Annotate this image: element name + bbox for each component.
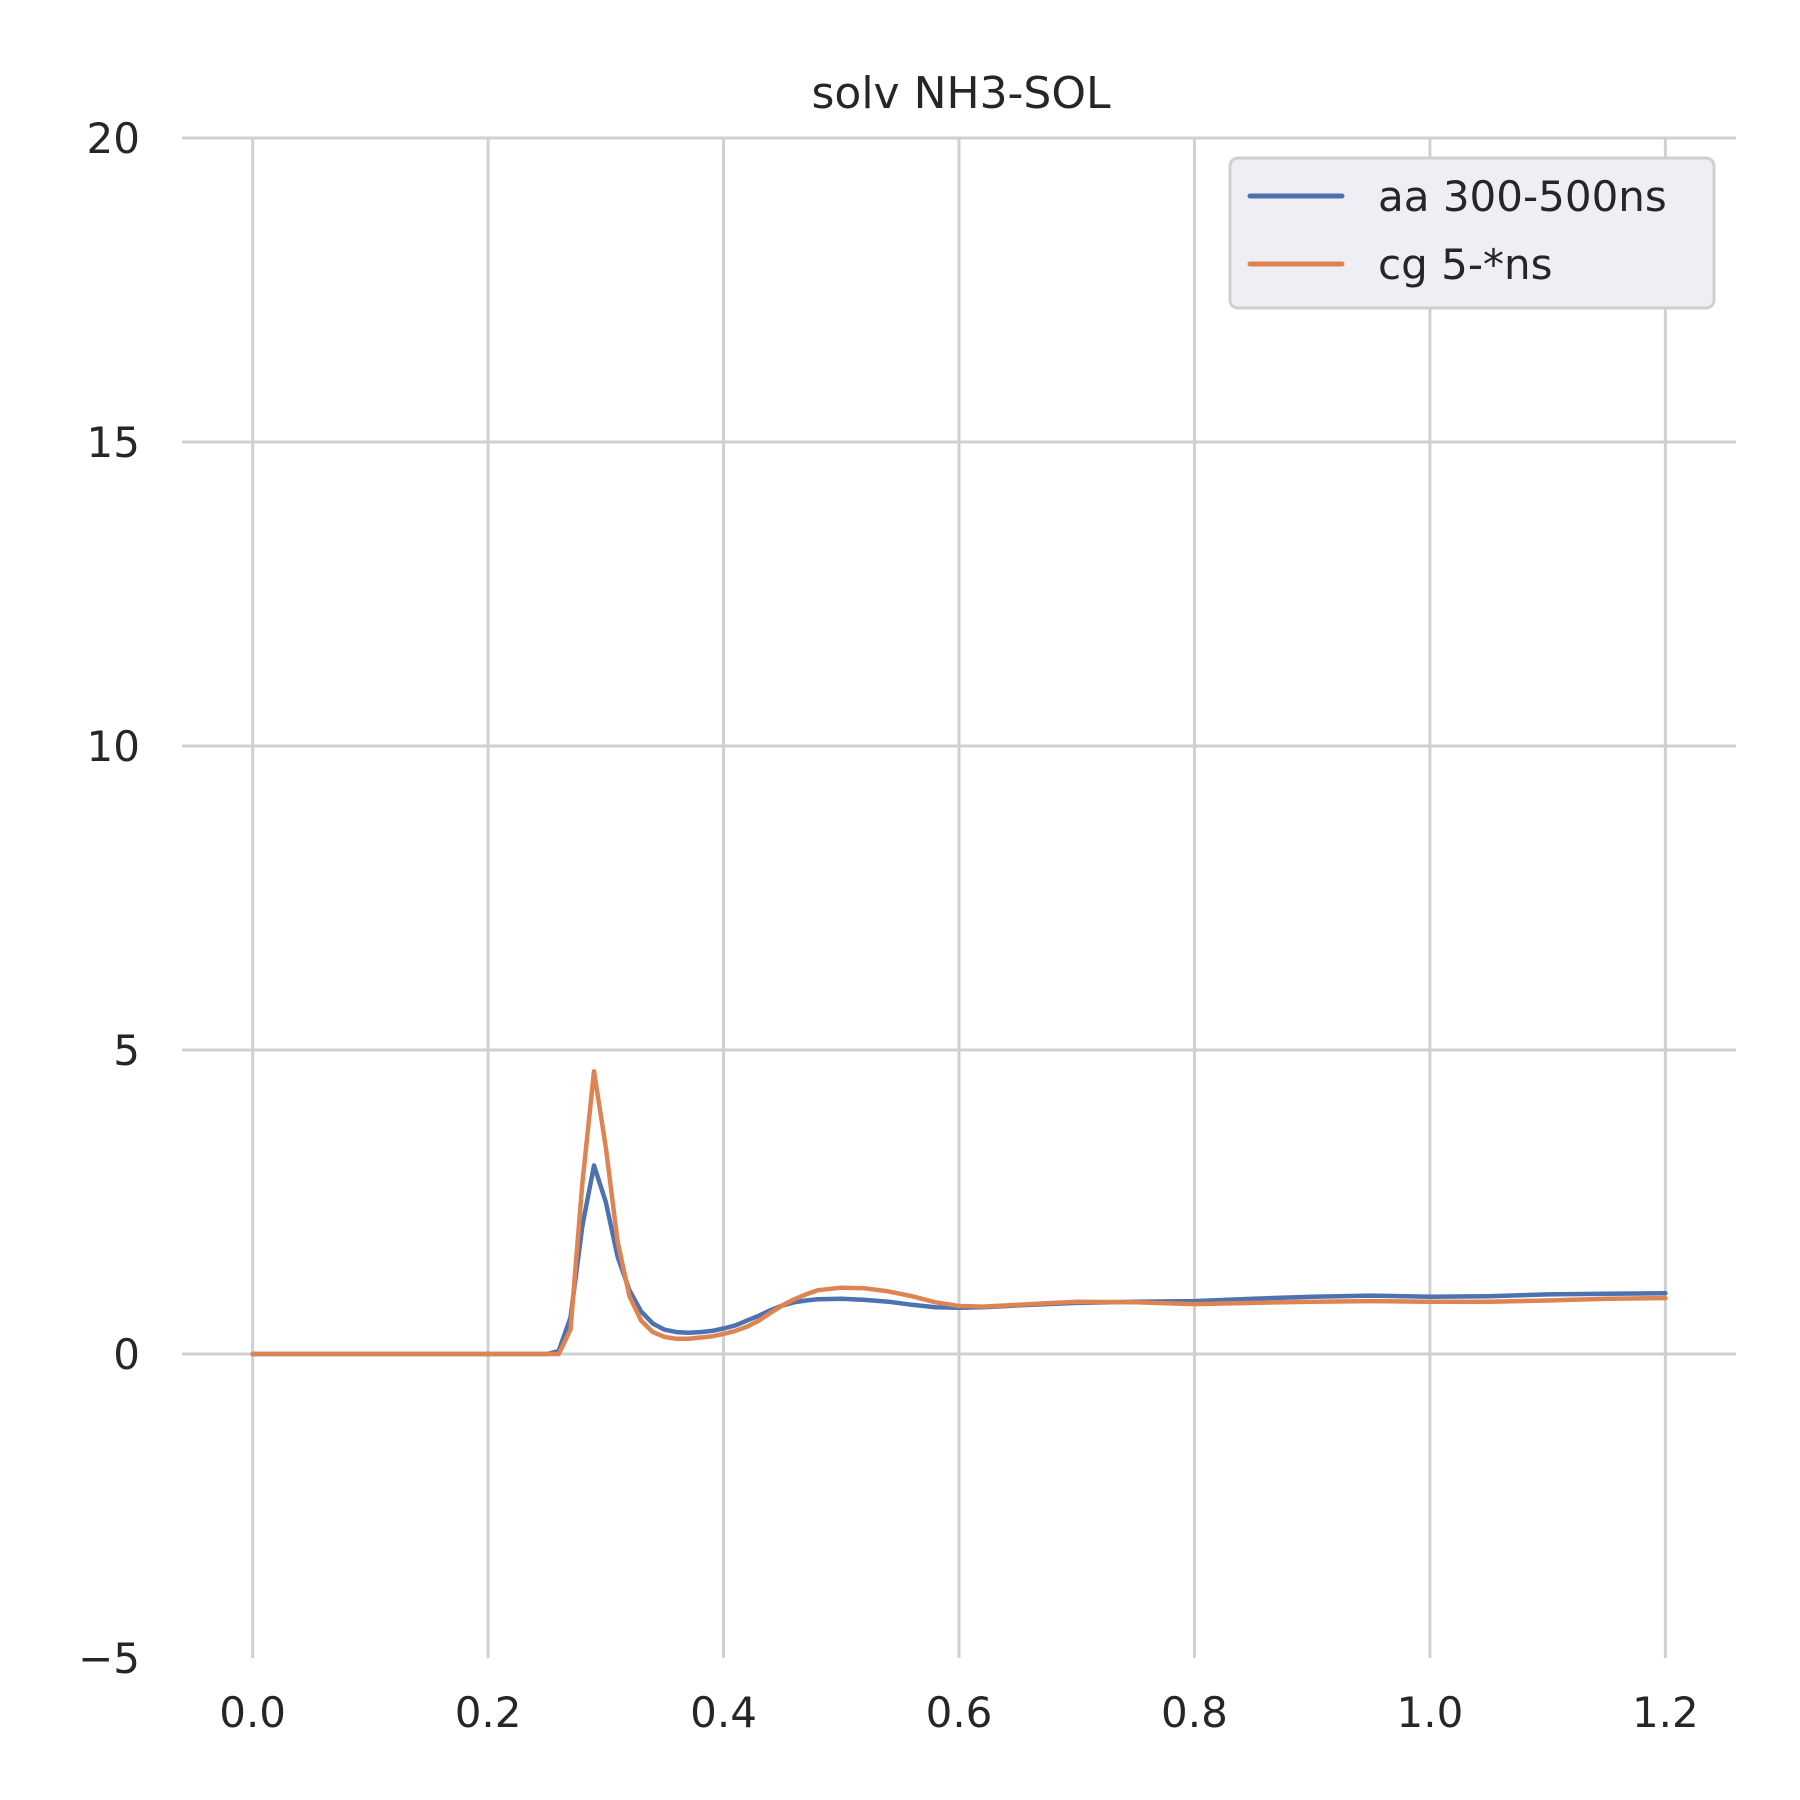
x-tick-label: 1.2 [1632, 1688, 1699, 1737]
x-tick-label: 0.2 [455, 1688, 522, 1737]
series-line-1 [250, 1069, 1668, 1357]
y-tick-label: 15 [87, 418, 140, 467]
legend-box [1228, 156, 1716, 310]
series-lines [250, 1069, 1668, 1357]
y-tick-label: 20 [87, 114, 140, 163]
y-axis-ticks: −5 0 5 10 15 20 [78, 114, 140, 1683]
x-tick-label: 0.0 [219, 1688, 286, 1737]
x-tick-label: 0.4 [690, 1688, 757, 1737]
legend: aa 300-500ns cg 5-*ns [1228, 156, 1716, 310]
grid [182, 136, 1736, 1658]
x-tick-label: 0.8 [1161, 1688, 1228, 1737]
x-axis-ticks: 0.0 0.2 0.4 0.6 0.8 1.0 1.2 [219, 1688, 1699, 1737]
x-tick-label: 0.6 [926, 1688, 993, 1737]
x-tick-label: 1.0 [1397, 1688, 1464, 1737]
legend-label: cg 5-*ns [1378, 240, 1552, 289]
y-tick-label: 10 [87, 722, 140, 771]
legend-label: aa 300-500ns [1378, 172, 1667, 221]
y-tick-label: 5 [113, 1026, 140, 1075]
y-tick-label: −5 [78, 1634, 140, 1683]
chart-title: solv NH3-SOL [811, 68, 1111, 119]
y-tick-label: 0 [113, 1330, 140, 1379]
